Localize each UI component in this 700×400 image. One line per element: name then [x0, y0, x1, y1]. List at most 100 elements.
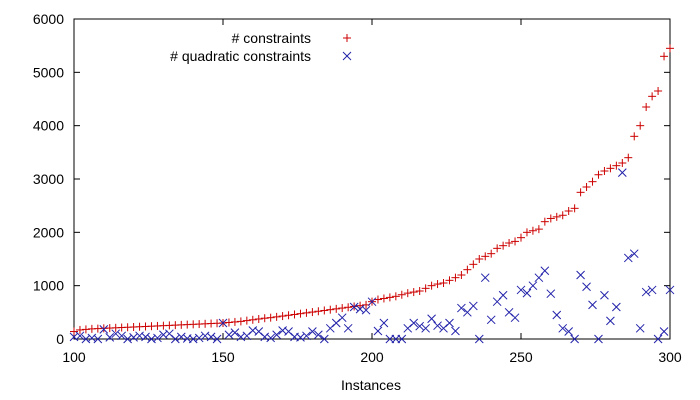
data-point: [642, 103, 651, 111]
x-tick-label: 150: [211, 349, 235, 365]
x-tick-label: 300: [658, 349, 682, 365]
data-point: [278, 312, 287, 321]
data-point: [582, 183, 591, 191]
marker-stroke: [600, 290, 609, 300]
legend-label: # constraints: [232, 30, 311, 46]
data-point: [361, 305, 371, 315]
data-point: [230, 317, 239, 326]
marker-stroke: [296, 333, 305, 342]
data-point: [427, 281, 436, 290]
data-point: [379, 318, 389, 328]
marker-stroke: [504, 307, 514, 317]
data-point: [511, 237, 520, 246]
marker-stroke: [445, 318, 454, 328]
data-point: [564, 207, 573, 215]
data-point: [236, 317, 245, 326]
data-point: [457, 303, 466, 313]
data-point: [647, 285, 657, 295]
y-tick-label: 1000: [33, 278, 64, 294]
data-point: [612, 161, 621, 170]
series-layer: [69, 44, 675, 344]
marker-stroke: [528, 281, 538, 291]
legend-entry-0: # constraints: [232, 30, 351, 46]
marker-stroke: [308, 327, 317, 336]
data-point: [474, 334, 484, 344]
marker-stroke: [653, 334, 663, 344]
marker-stroke: [254, 327, 264, 336]
marker-stroke: [176, 332, 186, 342]
marker-stroke: [81, 334, 91, 344]
data-point: [224, 330, 234, 340]
marker-stroke: [510, 313, 520, 323]
marker-stroke: [206, 332, 216, 342]
marker-stroke: [546, 289, 556, 299]
marker-stroke: [570, 334, 579, 344]
marker-stroke: [457, 303, 466, 313]
marker-stroke: [486, 315, 496, 325]
marker-stroke: [522, 288, 532, 298]
data-point: [242, 316, 251, 325]
marker-stroke: [576, 270, 585, 280]
data-point: [260, 314, 269, 323]
marker-stroke: [165, 329, 174, 339]
data-point: [594, 170, 603, 179]
data-point: [224, 318, 233, 327]
data-point: [296, 333, 305, 342]
marker-stroke: [314, 330, 323, 340]
data-point: [594, 334, 603, 344]
y-tick-label: 2000: [33, 224, 64, 240]
marker-stroke: [588, 300, 597, 310]
y-tick-label: 4000: [33, 118, 64, 134]
data-point: [528, 281, 538, 291]
data-point: [499, 241, 508, 250]
marker-stroke: [319, 334, 329, 344]
marker-stroke: [617, 168, 627, 177]
data-point: [486, 315, 496, 325]
marker-stroke: [451, 326, 460, 336]
data-point: [528, 226, 537, 235]
marker-stroke: [343, 323, 353, 333]
data-point: [588, 177, 597, 186]
marker-stroke: [623, 253, 633, 263]
data-point: [129, 333, 138, 342]
data-point: [641, 287, 651, 297]
data-point: [648, 92, 657, 101]
data-point: [337, 313, 347, 323]
data-point: [653, 334, 663, 344]
legend: # constraints # quadratic constraints: [170, 30, 352, 64]
marker-stroke: [99, 325, 109, 334]
data-point: [433, 321, 442, 331]
data-point: [564, 327, 574, 336]
marker-stroke: [147, 334, 156, 344]
y-tick-label: 6000: [33, 11, 64, 27]
data-point: [540, 266, 550, 276]
y-tick-label: 3000: [33, 171, 64, 187]
marker-stroke: [188, 334, 198, 344]
marker-stroke: [129, 333, 138, 342]
marker-stroke: [93, 334, 103, 344]
data-point: [588, 300, 597, 310]
data-point: [81, 325, 90, 334]
data-point: [338, 304, 347, 313]
data-point: [385, 293, 394, 302]
marker-stroke: [194, 333, 204, 343]
marker-stroke: [558, 323, 568, 333]
data-point: [618, 159, 627, 167]
data-point: [105, 333, 115, 342]
data-point: [206, 332, 216, 342]
marker-stroke: [665, 285, 675, 295]
marker-stroke: [433, 321, 442, 331]
marker-stroke: [427, 314, 436, 324]
data-point: [635, 323, 645, 333]
marker-stroke: [272, 330, 281, 340]
data-point: [176, 332, 186, 342]
marker-stroke: [69, 332, 79, 342]
marker-stroke: [224, 330, 234, 340]
x-tick-label: 250: [509, 349, 533, 365]
data-point: [391, 292, 400, 301]
marker-stroke: [218, 318, 228, 328]
marker-stroke: [540, 266, 550, 276]
data-point: [349, 302, 359, 312]
legend-entry-1: # quadratic constraints: [170, 48, 352, 64]
